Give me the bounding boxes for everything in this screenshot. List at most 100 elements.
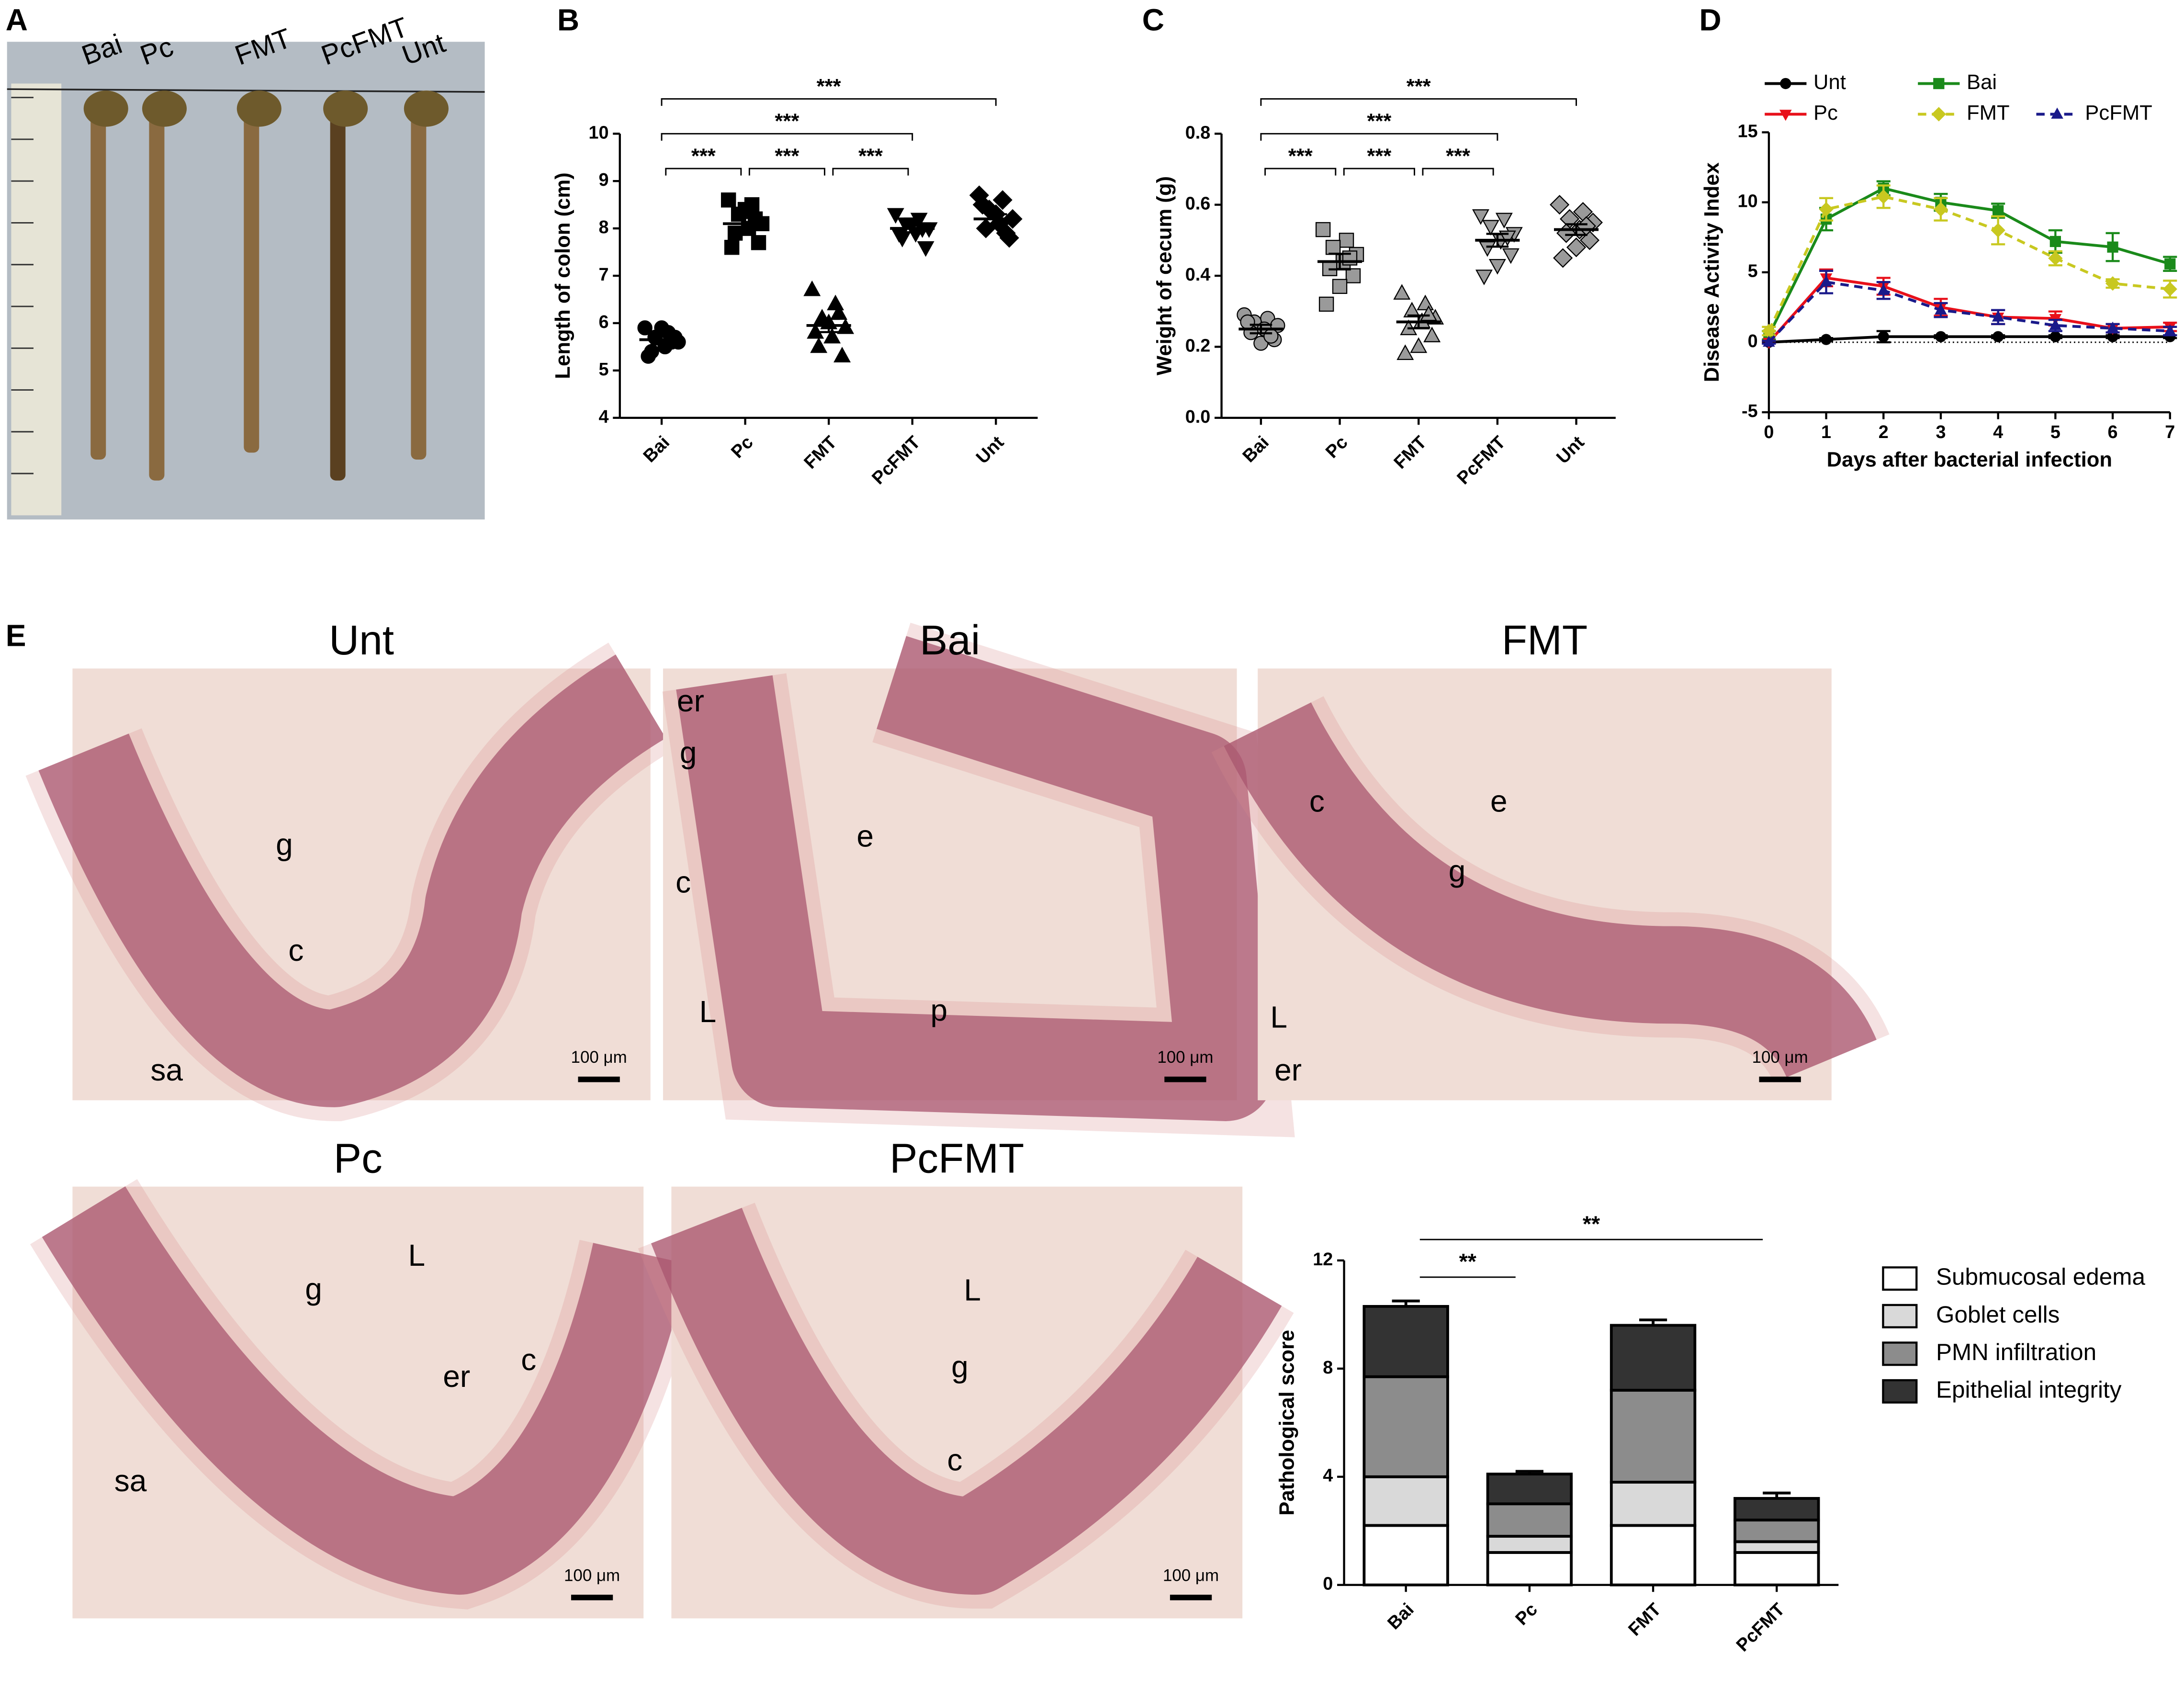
significance-label: *** — [858, 145, 883, 168]
x-tick-label: Unt — [972, 432, 1008, 468]
bar-segment — [1734, 1497, 1820, 1522]
marker — [1763, 335, 1775, 347]
marker — [972, 195, 992, 215]
marker — [1991, 223, 2005, 238]
y-tick-label: 15 — [1738, 121, 1758, 141]
ruler — [11, 83, 62, 516]
marker — [1876, 189, 1891, 204]
tissue-edge — [1211, 696, 1890, 1084]
y-tick-label: 0 — [1748, 331, 1758, 351]
marker — [803, 280, 821, 296]
significance-label: *** — [691, 145, 716, 168]
y-axis-label: Pathological score — [1276, 1330, 1299, 1516]
image-annotation: g — [680, 735, 697, 770]
significance-label: *** — [775, 145, 799, 168]
image-annotation: L — [699, 994, 717, 1029]
marker — [2107, 241, 2118, 253]
marker — [2162, 281, 2177, 296]
cecum — [323, 90, 368, 127]
marker — [2105, 276, 2120, 291]
y-tick-label: 9 — [598, 170, 608, 190]
scale-bar-label: 100 μm — [1752, 1048, 1808, 1067]
image-title: PcFMT — [889, 1135, 1024, 1182]
significance-bracket — [1343, 168, 1415, 176]
x-tick-label: 0 — [1764, 422, 1774, 442]
x-tick-label: Bai — [1384, 1599, 1418, 1633]
x-tick-label: Pc — [727, 432, 757, 462]
tissue — [42, 1186, 688, 1595]
image-annotation: c — [675, 865, 691, 899]
marker — [1877, 283, 1890, 295]
x-tick-label: Unt — [1553, 432, 1588, 468]
x-tick-label: 1 — [1821, 422, 1831, 442]
error-bar — [650, 334, 673, 346]
marker — [1993, 331, 2004, 342]
image-annotation: g — [305, 1272, 322, 1306]
colon — [149, 104, 165, 481]
marker — [1495, 213, 1513, 229]
image-annotation: L — [964, 1273, 981, 1307]
marker — [1502, 248, 1520, 264]
panel-label: A — [6, 2, 28, 37]
y-tick-label: 0.6 — [1185, 194, 1211, 214]
marker — [720, 192, 736, 208]
panel-label: E — [6, 618, 26, 653]
bar-segment — [1610, 1324, 1697, 1392]
legend-label: Submucosal edema — [1936, 1264, 2145, 1290]
marker — [823, 327, 841, 344]
marker — [1935, 303, 1947, 315]
bar-segment — [1362, 1524, 1449, 1587]
legend-label: Bai — [1967, 71, 1997, 94]
marker — [1820, 275, 1833, 287]
marker — [1318, 296, 1334, 312]
image-annotation: p — [931, 993, 948, 1027]
bar-segment — [1610, 1524, 1697, 1587]
cecum — [83, 90, 128, 127]
tissue-edge — [30, 1179, 702, 1609]
x-tick-label: PcFMT — [1733, 1599, 1789, 1655]
marker — [737, 202, 753, 217]
scale-bar-label: 100 μm — [1157, 1048, 1213, 1067]
series-line — [1767, 281, 2170, 343]
legend-label: FMT — [1967, 101, 2010, 124]
y-tick-label: 5 — [1748, 261, 1758, 281]
marker — [751, 235, 766, 250]
legend-label: PcFMT — [2085, 101, 2152, 124]
panel-label: B — [557, 2, 579, 37]
significance-label: *** — [1407, 75, 1431, 98]
tissue — [651, 1208, 1282, 1595]
y-axis-label: Weight of cecum (g) — [1153, 176, 1176, 375]
tissue-edge — [638, 1203, 1294, 1609]
error-bar — [1328, 252, 1351, 270]
significance-bracket — [832, 168, 909, 176]
marker — [637, 320, 653, 336]
bar-segment — [1486, 1535, 1573, 1554]
x-tick-label: FMT — [1624, 1599, 1665, 1640]
legend-label: PMN infiltration — [1936, 1339, 2096, 1365]
error-bar — [984, 213, 1007, 225]
bar-segment — [1486, 1502, 1573, 1538]
image-annotation: sa — [114, 1463, 147, 1498]
image-annotation: c — [288, 933, 304, 968]
marker — [1423, 326, 1441, 342]
marker — [1325, 239, 1341, 255]
marker — [1566, 237, 1587, 258]
image-annotation: g — [951, 1350, 968, 1384]
bar-segment — [1734, 1551, 1820, 1587]
bar-segment — [1486, 1551, 1573, 1587]
x-tick-label: PcFMT — [1453, 432, 1509, 488]
marker — [2163, 324, 2176, 336]
y-tick-label: 6 — [598, 312, 608, 332]
error-bar — [1639, 1318, 1667, 1326]
tissue-edge — [25, 642, 674, 1121]
x-tick-label: PcFMT — [868, 432, 924, 488]
error-bar — [734, 217, 756, 231]
marker — [887, 208, 904, 224]
x-tick-label: 7 — [2165, 422, 2175, 442]
series-line — [1768, 335, 2170, 344]
y-tick-label: 0.2 — [1185, 336, 1211, 356]
scale-bar-label: 100 μm — [1163, 1566, 1219, 1585]
marker — [1761, 324, 1777, 338]
marker — [1472, 209, 1489, 225]
marker — [1488, 259, 1506, 275]
